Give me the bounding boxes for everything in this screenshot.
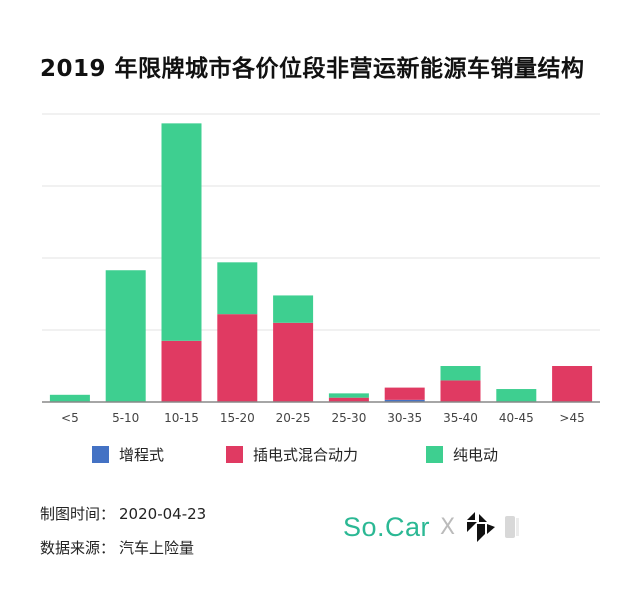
legend-item-bev: 纯电动 bbox=[426, 444, 498, 465]
bar-segment bbox=[440, 366, 481, 381]
bar-segment bbox=[217, 262, 258, 315]
footer-source: 数据来源： 汽车上险量 bbox=[40, 537, 194, 558]
bar-segment bbox=[273, 295, 314, 323]
brand-separator: X bbox=[440, 514, 456, 540]
bar-segment bbox=[384, 387, 425, 400]
x-tick-label: 30-35 bbox=[387, 411, 422, 425]
footer-date: 制图时间： 2020-04-23 bbox=[40, 503, 206, 524]
footer-source-value: 汽车上险量 bbox=[119, 539, 195, 557]
x-tick-label: 35-40 bbox=[443, 411, 478, 425]
legend-item-range-extender: 增程式 bbox=[92, 444, 164, 465]
bar-segment bbox=[384, 399, 425, 402]
x-tick-label: 10-15 bbox=[164, 411, 199, 425]
bar-segment bbox=[440, 380, 481, 402]
chart-title: 2019 年限牌城市各价位段非营运新能源车销量结构 bbox=[40, 56, 585, 82]
x-tick-label: <5 bbox=[61, 411, 79, 425]
legend-item-phev: 插电式混合动力 bbox=[226, 444, 358, 465]
x-tick-label: 25-30 bbox=[331, 411, 366, 425]
footer-date-value: 2020-04-23 bbox=[119, 505, 207, 523]
x-tick-label: 15-20 bbox=[220, 411, 255, 425]
legend-swatch-phev bbox=[226, 446, 243, 463]
x-tick-label: >45 bbox=[559, 411, 584, 425]
bar-segment bbox=[328, 393, 369, 398]
legend-swatch-range-extender bbox=[92, 446, 109, 463]
bar-segment bbox=[105, 270, 146, 402]
bar-segment bbox=[161, 340, 202, 402]
bar-segment bbox=[273, 322, 314, 402]
legend-label: 插电式混合动力 bbox=[253, 446, 359, 464]
footer-source-label: 数据来源： bbox=[40, 539, 116, 557]
bar-segment bbox=[161, 123, 202, 341]
partner-logo-icon bbox=[467, 512, 520, 542]
bar-segment bbox=[496, 389, 537, 402]
bar-segment bbox=[49, 394, 90, 402]
legend-label: 纯电动 bbox=[453, 446, 499, 464]
brand-block: So.Car X bbox=[343, 510, 531, 544]
stacked-bar-chart: <5 5-10 10-15 15-20 20-25 25-30 30-35 35-40 40-4… bbox=[42, 113, 600, 425]
x-tick-label: 20-25 bbox=[276, 411, 311, 425]
legend-swatch-bev bbox=[426, 446, 443, 463]
x-tick-label: 40-45 bbox=[499, 411, 534, 425]
bar-segment bbox=[552, 366, 593, 402]
bar-segment bbox=[217, 314, 258, 402]
legend-label: 增程式 bbox=[119, 446, 165, 464]
x-tick-label: 5-10 bbox=[112, 411, 139, 425]
footer-date-label: 制图时间： bbox=[40, 505, 116, 523]
socar-logo: So.Car bbox=[343, 511, 431, 542]
chart-legend: 增程式 插电式混合动力 纯电动 bbox=[0, 444, 640, 468]
bar-segment bbox=[328, 397, 369, 402]
